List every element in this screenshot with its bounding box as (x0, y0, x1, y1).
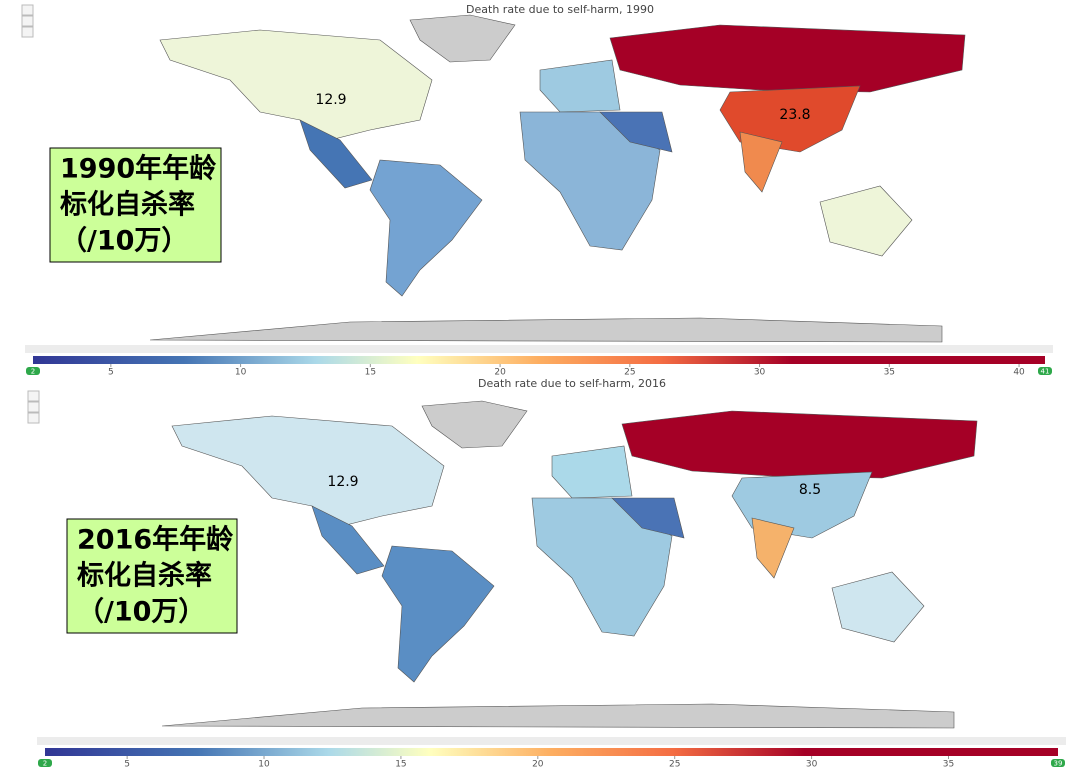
label-line: 标化自杀率 (60, 189, 195, 221)
label-box (66, 518, 238, 634)
country-region (609, 24, 966, 93)
country-region (311, 505, 385, 575)
scale-tick-label: 40 (1013, 368, 1025, 378)
range-handle-label: 2 (43, 760, 47, 768)
country-region (299, 119, 373, 189)
value-annotation: 12.9 (315, 92, 346, 108)
scale-tick-label: 15 (395, 760, 406, 770)
zoom-button[interactable] (27, 401, 40, 413)
zoom-button[interactable] (27, 390, 40, 402)
color-scale (33, 356, 1045, 364)
world-map (161, 400, 978, 729)
scale-tick-label: 35 (943, 760, 954, 770)
label-line: （/10万） (77, 597, 205, 628)
country-region (539, 59, 621, 113)
country-region (159, 29, 433, 141)
label-line: （/10万） (60, 226, 188, 257)
country-region (161, 703, 955, 729)
country-region (551, 445, 633, 499)
range-handle[interactable] (1038, 367, 1052, 375)
zoom-button[interactable] (21, 26, 34, 38)
value-annotation: 12.9 (327, 474, 358, 490)
scale-tick-label: 10 (235, 368, 247, 378)
country-region (751, 517, 795, 579)
country-region (621, 410, 978, 479)
country-region (369, 159, 483, 297)
scale-tick-label: 25 (624, 368, 635, 378)
country-region (149, 317, 943, 343)
country-region (831, 571, 925, 643)
country-region (611, 497, 685, 539)
country-region (171, 415, 445, 527)
scale-tick-label: 30 (754, 368, 766, 378)
range-handle-label: 41 (1041, 368, 1050, 376)
scale-tick-label: 35 (884, 368, 895, 378)
range-handle[interactable] (26, 367, 40, 375)
scale-tick-label: 10 (258, 760, 270, 770)
range-handle[interactable] (1051, 759, 1065, 767)
map-title: Death rate due to self-harm, 2016 (478, 377, 666, 390)
scale-tick-label: 20 (494, 368, 506, 378)
label-line: 标化自杀率 (77, 560, 212, 592)
scale-tick-label: 5 (108, 368, 114, 378)
world-map (149, 14, 966, 343)
scale-track (25, 345, 1053, 353)
scale-tick-label: 30 (806, 760, 818, 770)
scale-tick-label: 20 (532, 760, 544, 770)
label-line: 1990年年龄 (60, 153, 217, 185)
scale-track (37, 737, 1066, 745)
value-annotation: 23.8 (779, 107, 810, 123)
map-panel: Death rate due to self-harm, 1990 12.9 23.… (21, 3, 1053, 378)
zoom-controls (21, 4, 34, 38)
country-region (739, 131, 783, 193)
country-region (381, 545, 495, 683)
scale-tick-label: 15 (365, 368, 376, 378)
range-handle[interactable] (38, 759, 52, 767)
scale-tick-label: 25 (669, 760, 680, 770)
value-annotation: 8.5 (799, 482, 821, 498)
range-handle-label: 39 (1054, 760, 1063, 768)
color-scale (45, 748, 1058, 756)
map-panel: Death rate due to self-harm, 2016 12.9 8.5… (27, 377, 1066, 770)
label-line: 2016年年龄 (77, 524, 234, 556)
zoom-controls (27, 390, 40, 424)
country-region (819, 185, 913, 257)
map-title: Death rate due to self-harm, 1990 (466, 3, 654, 16)
country-region (421, 400, 528, 449)
label-box (49, 147, 222, 263)
range-handle-label: 2 (31, 368, 35, 376)
zoom-button[interactable] (21, 4, 34, 16)
country-region (409, 14, 516, 63)
zoom-button[interactable] (27, 412, 40, 424)
zoom-button[interactable] (21, 15, 34, 27)
scale-tick-label: 5 (124, 760, 130, 770)
country-region (599, 111, 673, 153)
